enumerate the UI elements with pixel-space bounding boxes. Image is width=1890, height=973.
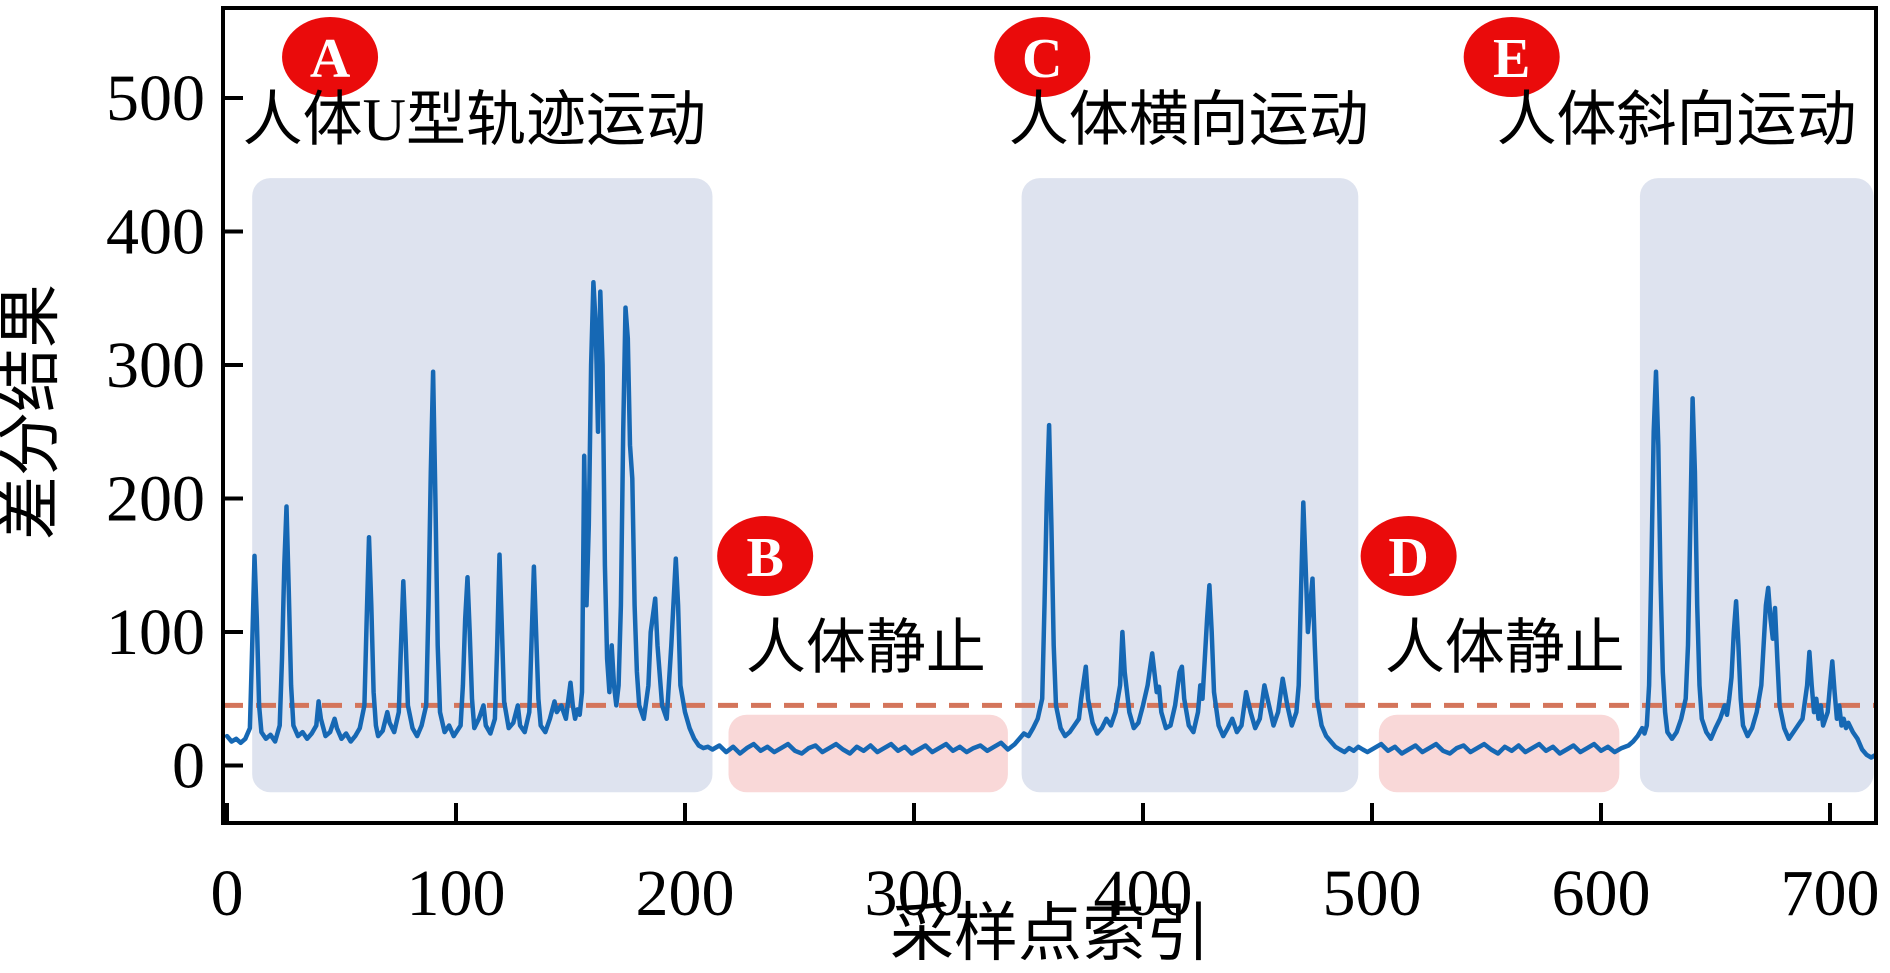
region-a-title: 人体U型轨迹运动 bbox=[243, 87, 706, 153]
region-d-badge-letter: D bbox=[1388, 527, 1428, 589]
y-tick-label: 0 bbox=[172, 730, 205, 803]
region-c-title: 人体横向运动 bbox=[1009, 87, 1369, 153]
region-e-badge bbox=[1463, 17, 1560, 97]
region-b-box bbox=[728, 714, 1008, 793]
region-c-box bbox=[1021, 178, 1359, 793]
tick-label-layer: 0 100 200 300 400 500 600 700 0 100 200 300 400 500 bbox=[106, 62, 1880, 930]
y-tick-label: 500 bbox=[106, 62, 205, 135]
x-tick-label: 200 bbox=[636, 857, 735, 930]
axes-layer bbox=[221, 6, 1878, 825]
plot-frame bbox=[221, 6, 1878, 825]
region-d-badge bbox=[1360, 516, 1457, 596]
series-layer bbox=[224, 279, 1879, 760]
region-c-badge-letter: C bbox=[1022, 28, 1062, 90]
y-tick-label: 300 bbox=[106, 329, 205, 402]
region-c-badge bbox=[994, 17, 1091, 97]
region-e-badge-letter: E bbox=[1493, 28, 1530, 90]
y-tick-label: 400 bbox=[106, 196, 205, 269]
y-tick-label: 100 bbox=[106, 596, 205, 669]
x-tick-label: 500 bbox=[1323, 857, 1422, 930]
x-tick-label: 100 bbox=[407, 857, 506, 930]
region-e-title: 人体斜向运动 bbox=[1497, 87, 1857, 153]
x-axis-title: 采样点索引 bbox=[890, 898, 1210, 969]
y-axis-title: 差分结果 bbox=[0, 284, 66, 540]
x-tick-label: 400 bbox=[1094, 857, 1193, 930]
region-a-badge bbox=[282, 17, 379, 97]
x-tick-label: 0 bbox=[211, 857, 244, 930]
x-tick-label: 600 bbox=[1552, 857, 1651, 930]
x-tick-label: 700 bbox=[1781, 857, 1880, 930]
region-b-badge bbox=[717, 516, 814, 596]
x-tick-label: 300 bbox=[865, 857, 964, 930]
region-b-title: 人体静止 bbox=[746, 615, 986, 681]
region-a-box bbox=[252, 178, 713, 793]
series-line bbox=[224, 279, 1879, 760]
region-d-title: 人体静止 bbox=[1385, 615, 1625, 681]
y-tick-label: 200 bbox=[106, 463, 205, 536]
region-a-badge-letter: A bbox=[310, 28, 351, 90]
region-b-badge-letter: B bbox=[746, 527, 783, 589]
